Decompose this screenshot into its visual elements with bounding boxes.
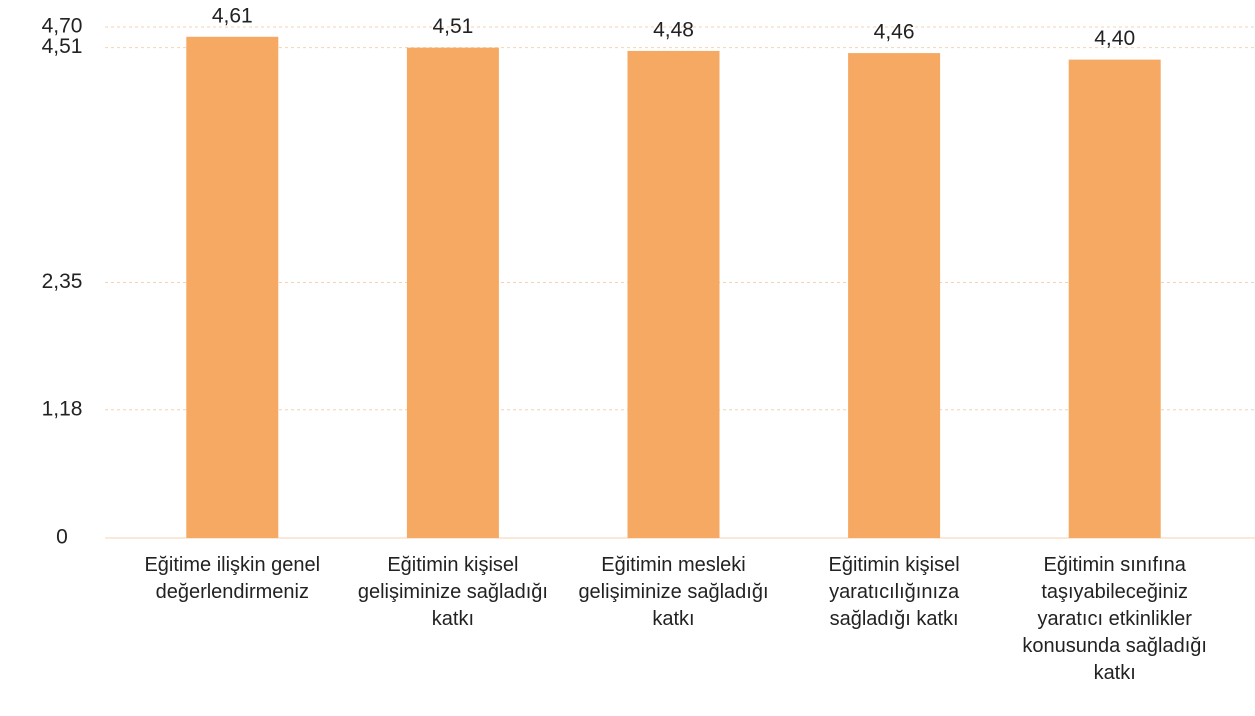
bar bbox=[406, 47, 499, 539]
bar bbox=[1068, 59, 1161, 539]
x-tick-label: Eğitime ilişkin genel değerlendirmeniz bbox=[144, 554, 321, 603]
x-tick-label: Eğitimin mesleki gelişiminize sağladığı … bbox=[578, 554, 769, 630]
value-label: 4,51 bbox=[432, 15, 473, 38]
y-tick-label: 4,51 bbox=[42, 35, 83, 58]
bar bbox=[186, 36, 279, 539]
x-tick-label: Eğitimin kişisel yaratıcılığınıza sağlad… bbox=[828, 554, 960, 630]
bar bbox=[848, 53, 941, 538]
value-label: 4,40 bbox=[1094, 27, 1135, 50]
value-label: 4,48 bbox=[653, 18, 694, 41]
x-tick-label: Eğitimin kişisel gelişiminize sağladığı … bbox=[357, 554, 548, 630]
y-tick-label: 1,18 bbox=[42, 397, 83, 420]
value-label: 4,61 bbox=[212, 4, 253, 27]
y-tick-label: 4,70 bbox=[42, 15, 83, 38]
y-tick-label: 0 bbox=[56, 526, 68, 549]
value-label: 4,46 bbox=[874, 21, 915, 44]
bar bbox=[627, 50, 720, 538]
y-tick-label: 2,35 bbox=[42, 270, 83, 293]
x-tick-label: Eğitimin sınıfına taşıyabileceğiniz yara… bbox=[1022, 554, 1207, 684]
